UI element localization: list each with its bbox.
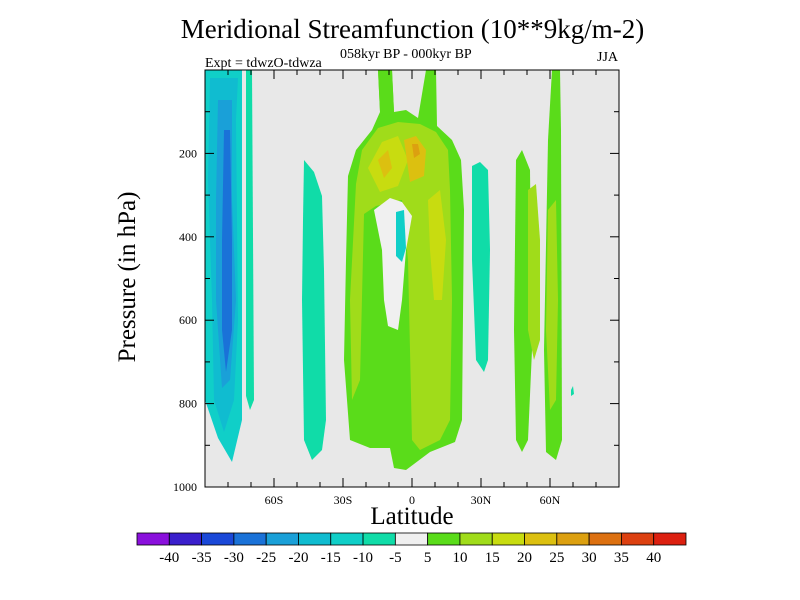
- chart-title: Meridional Streamfunction (10**9kg/m-2): [180, 14, 645, 44]
- colorbar-label: 25: [549, 550, 564, 566]
- colorbar-swatch: [394, 532, 429, 546]
- colorbar-label: -10: [353, 550, 373, 566]
- colorbar-label: 35: [614, 550, 629, 566]
- colorbar-swatch: [459, 532, 493, 546]
- x-tick-label: 60N: [540, 493, 561, 507]
- y-tick-label: 800: [179, 397, 197, 411]
- colorbar-label: 40: [646, 550, 661, 566]
- season-label: JJA: [597, 50, 619, 65]
- colorbar-label: 10: [452, 550, 467, 566]
- colorbar-swatch: [330, 532, 364, 546]
- colorbar-swatch: [556, 532, 590, 546]
- colorbar-swatch: [588, 532, 622, 546]
- colorbar-swatch: [362, 532, 396, 546]
- y-tick-label: 200: [179, 146, 197, 160]
- colorbar-label: -25: [256, 550, 276, 566]
- region-south-subtropical-band: [302, 160, 326, 460]
- colorbar-label: -5: [389, 550, 402, 566]
- colorbar-swatch: [201, 532, 235, 546]
- y-tick-label: 600: [179, 313, 197, 327]
- colorbar-swatch: [233, 532, 267, 546]
- x-tick-label: 30S: [334, 493, 353, 507]
- colorbar-label: -15: [321, 550, 341, 566]
- y-tick-label: 1000: [173, 480, 197, 494]
- region-north-subtropical-band: [472, 162, 490, 372]
- colorbar-swatch: [491, 532, 525, 546]
- colorbar-label: -40: [159, 550, 179, 566]
- colorbar-label: 30: [582, 550, 597, 566]
- colorbar-label: -35: [192, 550, 212, 566]
- colorbar-swatch: [265, 532, 299, 546]
- colorbar-label: -30: [224, 550, 244, 566]
- x-tick-label: 30N: [471, 493, 492, 507]
- chart-subtitle: 058kyr BP - 000kyr BP: [340, 47, 472, 62]
- x-axis-label: Latitude: [370, 503, 454, 530]
- x-tick-label: 0: [409, 493, 415, 507]
- colorbar-swatch: [298, 532, 332, 546]
- colorbar: -40 -35 -30 -25 -20 -15 -10 -5 5 10 15 20 25 30 35 40: [136, 532, 687, 566]
- x-axis-ticks: 60S 30S 0 30N 60N: [227, 70, 597, 507]
- x-tick-label: 60S: [265, 493, 284, 507]
- colorbar-swatch: [621, 532, 655, 546]
- colorbar-swatch: [427, 532, 461, 546]
- colorbar-label: -20: [288, 550, 308, 566]
- region-south-polar-cell: [205, 70, 254, 462]
- colorbar-swatch: [524, 532, 558, 546]
- y-axis-ticks: 200 400 600 800 1000: [173, 111, 619, 494]
- colorbar-label: 5: [424, 550, 432, 566]
- colorbar-swatch: [653, 532, 687, 546]
- region-north-midlatitude-band: [514, 70, 574, 460]
- region-equatorial-negative: [396, 210, 406, 262]
- colorbar-swatch: [136, 532, 170, 546]
- y-tick-label: 400: [179, 230, 197, 244]
- colorbar-label: 15: [485, 550, 500, 566]
- experiment-label: Expt = tdwzO-tdwza: [205, 56, 322, 71]
- colorbar-swatch: [168, 532, 202, 546]
- colorbar-label: 20: [517, 550, 532, 566]
